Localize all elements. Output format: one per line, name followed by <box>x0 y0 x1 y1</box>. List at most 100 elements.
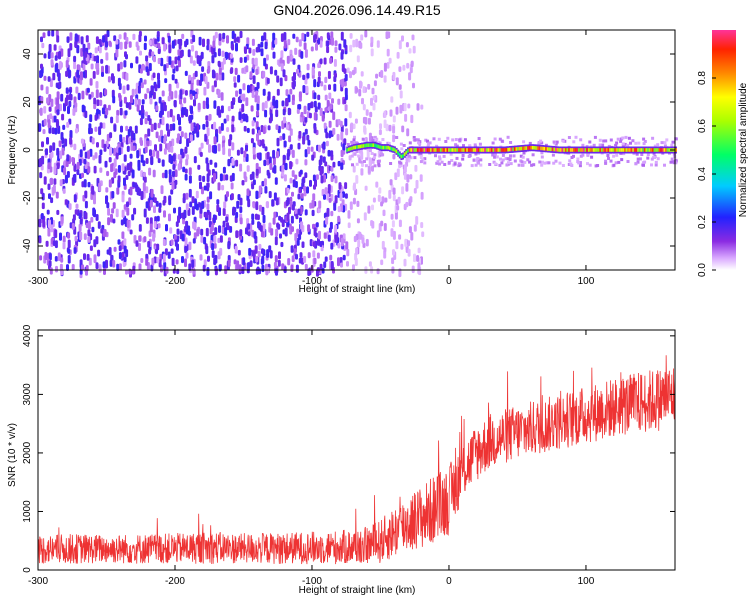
heatmap-cell <box>60 132 64 141</box>
heatmap-cell <box>256 95 260 104</box>
heatmap-cell <box>148 140 152 147</box>
heatmap-cell <box>531 153 535 157</box>
heatmap-cell <box>326 193 330 201</box>
heatmap-cell <box>366 147 370 151</box>
heatmap-cell <box>263 159 267 167</box>
heatmap-cell <box>312 250 316 258</box>
heatmap-cell <box>311 66 315 76</box>
heatmap-cell <box>168 169 172 175</box>
heatmap-cell <box>660 141 664 145</box>
heatmap-cell <box>226 114 230 122</box>
heatmap-cell <box>40 165 44 171</box>
heatmap-cell <box>54 229 58 239</box>
heatmap-cell <box>656 157 660 161</box>
heatmap-cell <box>105 195 109 202</box>
heatmap-cell <box>112 95 116 104</box>
signal-cell <box>431 148 434 152</box>
heatmap-cell <box>84 110 88 119</box>
heatmap-cell <box>403 172 407 180</box>
heatmap-cell <box>371 87 375 95</box>
heatmap-cell <box>291 255 295 263</box>
heatmap-cell <box>255 168 259 176</box>
heatmap-cell <box>298 130 302 139</box>
heatmap-cell <box>210 224 214 232</box>
signal-cell <box>459 148 462 152</box>
heatmap-cell <box>298 233 302 241</box>
heatmap-cell <box>116 263 120 271</box>
heatmap-cell <box>622 152 626 156</box>
heatmap-cell <box>206 182 210 188</box>
heatmap-cell <box>84 200 88 209</box>
signal-cell <box>666 148 669 152</box>
heatmap-cell <box>343 81 347 87</box>
heatmap-cell <box>519 154 523 158</box>
x-tick-label: -100 <box>302 576 322 587</box>
heatmap-cell <box>240 147 244 155</box>
signal-cell <box>559 148 562 152</box>
signal-cell <box>425 148 428 152</box>
signal-cell <box>523 146 526 150</box>
heatmap-cell <box>293 72 296 81</box>
heatmap-cell <box>43 106 47 114</box>
heatmap-cell <box>153 205 156 214</box>
signal-cell <box>582 148 585 152</box>
heatmap-cell <box>346 248 350 257</box>
heatmap-cell <box>279 233 282 239</box>
heatmap-cell <box>173 207 176 214</box>
heatmap-cell <box>149 97 153 105</box>
heatmap-cell <box>416 103 420 111</box>
heatmap-cell <box>625 144 629 148</box>
heatmap-cell <box>164 248 168 256</box>
heatmap-cell <box>390 213 394 220</box>
signal-cell <box>504 148 506 152</box>
heatmap-cell <box>81 181 85 188</box>
heatmap-cell <box>309 202 313 209</box>
heatmap-cell <box>530 163 534 167</box>
heatmap-cell <box>198 79 202 87</box>
heatmap-cell <box>273 261 277 268</box>
heatmap-cell <box>245 65 249 73</box>
heatmap-cell <box>192 60 196 66</box>
heatmap-cell <box>352 165 356 173</box>
heatmap-cell <box>115 39 119 45</box>
heatmap-cell <box>298 188 302 194</box>
heatmap-cell <box>94 114 98 121</box>
heatmap-cell <box>383 75 387 83</box>
heatmap-cell <box>118 147 122 156</box>
heatmap-cell <box>283 174 287 182</box>
heatmap-cell <box>296 108 300 114</box>
heatmap-cell <box>261 35 264 42</box>
signal-cell <box>589 148 592 152</box>
x-tick-label: -200 <box>165 276 185 287</box>
heatmap-cell <box>111 75 115 84</box>
heatmap-cell <box>395 240 399 250</box>
heatmap-cell <box>122 136 126 143</box>
heatmap-cell <box>239 229 243 237</box>
heatmap-cell <box>146 140 150 147</box>
heatmap-cell <box>93 254 97 264</box>
heatmap-cell <box>262 70 266 78</box>
heatmap-cell <box>99 167 103 173</box>
heatmap-cell <box>69 43 73 51</box>
heatmap-cell <box>317 144 321 153</box>
heatmap-cell <box>387 31 391 39</box>
heatmap-cell <box>360 168 364 176</box>
signal-cell <box>517 147 520 151</box>
heatmap-cell <box>345 241 349 250</box>
heatmap-cell <box>237 96 241 104</box>
heatmap-cell <box>380 70 384 79</box>
heatmap-cell <box>275 228 279 237</box>
signal-cell <box>648 148 651 152</box>
signal-cell <box>423 148 426 152</box>
heatmap-cell <box>262 214 266 224</box>
heatmap-cell <box>340 162 344 170</box>
heatmap-cell <box>300 221 304 230</box>
heatmap-cell <box>398 234 402 240</box>
signal-cell <box>538 146 541 150</box>
heatmap-cell <box>198 36 202 46</box>
signal-cell <box>359 144 362 149</box>
heatmap-cell <box>135 56 139 64</box>
heatmap-cell <box>337 119 341 126</box>
heatmap-cell <box>295 158 299 165</box>
